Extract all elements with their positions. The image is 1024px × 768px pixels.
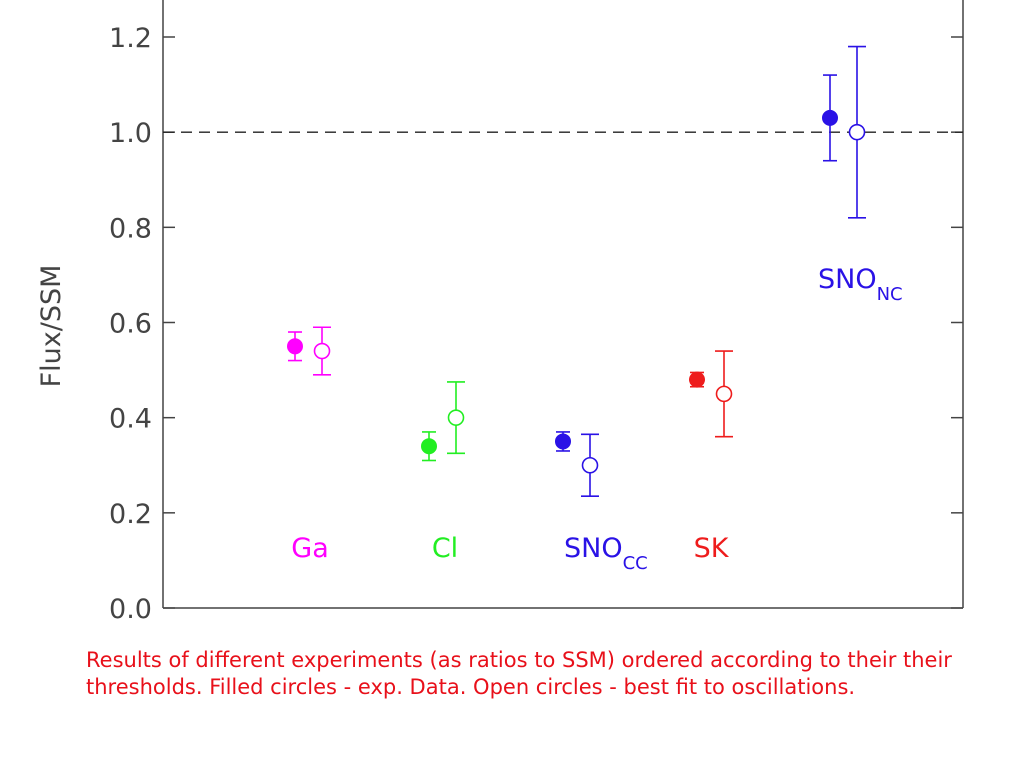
data-point-filled [555,433,571,450]
series-label: SK [694,533,730,564]
series-sno-cc: SNOCC [555,431,648,574]
fit-point-open [447,409,465,426]
series-label-subscript: NC [877,284,903,305]
y-tick-label: 0.0 [109,594,152,625]
data-point-filled [689,371,705,388]
fit-point-open [715,385,733,403]
series-cl: Cl [421,381,465,564]
data-point-filled [822,109,838,126]
plot-frame [162,0,964,609]
series-sk: SK [689,350,733,564]
series-label: Ga [291,533,328,564]
data-series: Ga Cl SNOCC SK SNONC [287,45,903,574]
series-ga: Ga [287,326,331,564]
caption: Results of different experiments (as rat… [86,648,952,699]
y-tick-label: 0.8 [109,213,152,244]
series-label-subscript: CC [623,553,648,574]
series-label: SNOCC [564,533,648,574]
series-sno-nc: SNONC [818,45,903,305]
data-point-filled [421,438,437,455]
y-tick-label: 0.6 [109,309,152,340]
series-label: SNONC [818,264,903,305]
y-axis-label: Flux/SSM [36,265,67,388]
y-tick-label: 0.4 [109,404,152,435]
chart: 0.0 0.2 0.4 0.6 0.8 1.0 1.2 Flux/SSM Ga Cl SNOCC… [36,0,964,625]
y-tick-label: 0.2 [109,499,152,530]
series-label: Cl [432,533,458,564]
data-point-filled [287,338,303,355]
y-tick-label: 1.2 [109,23,152,54]
fit-point-open [313,342,331,360]
fit-point-open [848,123,866,141]
y-axis: 0.0 0.2 0.4 0.6 0.8 1.0 1.2 [109,23,963,625]
fit-point-open [581,456,599,474]
y-tick-label: 1.0 [109,118,152,149]
